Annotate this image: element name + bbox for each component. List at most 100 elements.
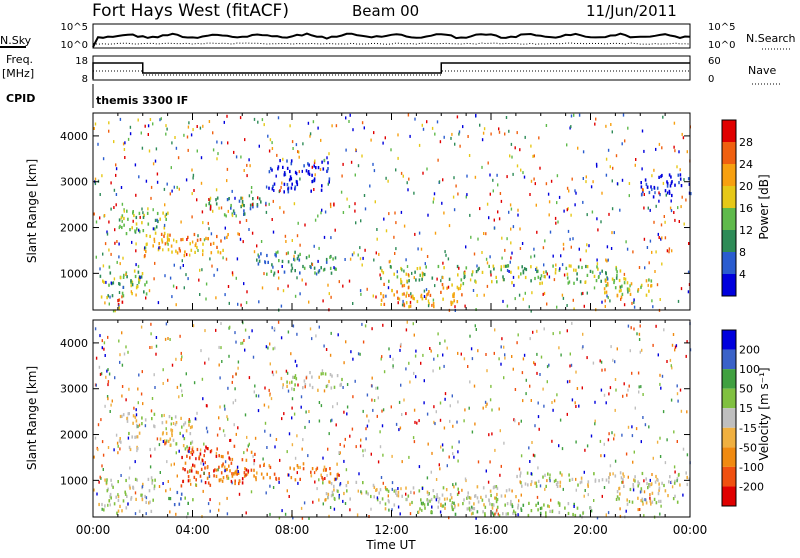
data-cell (649, 208, 651, 212)
data-cell (315, 334, 317, 338)
data-cell (458, 440, 460, 444)
data-cell (545, 514, 547, 518)
data-cell (120, 440, 122, 444)
data-cell (206, 404, 208, 408)
data-cell (472, 289, 475, 292)
data-cell (375, 386, 377, 390)
data-cell (115, 167, 118, 171)
data-cell (676, 479, 678, 483)
data-cell (108, 248, 110, 252)
data-cell (585, 249, 587, 253)
data-cell (328, 432, 330, 436)
data-cell (194, 417, 197, 421)
data-cell (415, 278, 417, 282)
data-cell (570, 264, 572, 268)
data-cell (427, 442, 429, 446)
data-cell (439, 418, 442, 422)
data-cell (421, 297, 424, 301)
data-cell (248, 194, 251, 198)
data-cell (131, 435, 133, 439)
data-cell (231, 189, 233, 193)
data-cell (190, 133, 193, 137)
data-cell (606, 294, 608, 298)
data-cell (362, 409, 364, 413)
data-cell (531, 291, 533, 295)
data-cell (540, 355, 543, 359)
data-cell (292, 324, 295, 328)
data-cell (273, 273, 275, 277)
data-cell (322, 477, 324, 481)
data-cell (225, 257, 228, 261)
data-cell (227, 386, 229, 390)
data-cell (113, 448, 115, 452)
data-cell (504, 132, 506, 136)
data-cell (380, 303, 382, 306)
data-cell (671, 249, 673, 253)
data-cell (224, 460, 227, 464)
data-cell (587, 484, 589, 488)
data-cell (572, 512, 574, 517)
data-cell (457, 487, 459, 491)
data-cell (675, 344, 678, 348)
data-cell (457, 503, 460, 507)
data-cell (549, 473, 551, 477)
data-cell (431, 303, 433, 307)
data-cell (144, 418, 147, 422)
noise-sky-line (92, 32, 691, 48)
data-cell (380, 292, 382, 296)
data-cell (127, 502, 129, 506)
data-cell (443, 211, 445, 215)
data-cell (445, 488, 448, 492)
data-cell (215, 474, 218, 478)
data-cell (605, 173, 608, 177)
data-cell (188, 423, 190, 427)
data-cell (309, 371, 311, 375)
data-cell (132, 421, 134, 425)
data-cell (127, 412, 130, 416)
data-cell (600, 360, 603, 364)
data-cell (481, 251, 483, 254)
data-cell (226, 467, 228, 472)
data-cell (268, 149, 271, 153)
data-cell (645, 279, 648, 283)
data-cell (556, 174, 559, 178)
data-cell (277, 270, 279, 274)
data-cell (536, 329, 538, 333)
data-cell (640, 193, 643, 197)
data-cell (288, 178, 291, 182)
data-cell (557, 481, 559, 485)
data-cell (158, 443, 161, 447)
data-cell (666, 191, 669, 195)
data-cell (147, 207, 149, 211)
data-cell (576, 272, 578, 276)
data-cell (106, 369, 108, 373)
data-cell (453, 501, 455, 505)
data-cell (590, 185, 593, 189)
data-cell (538, 136, 540, 140)
data-cell (546, 272, 548, 276)
data-cell (661, 173, 663, 178)
data-cell (426, 255, 429, 258)
data-cell (382, 481, 384, 485)
data-cell (260, 200, 262, 204)
data-cell (361, 322, 363, 326)
data-cell (115, 495, 117, 499)
data-cell (660, 223, 663, 227)
data-cell (556, 393, 558, 397)
data-cell (518, 422, 520, 426)
data-cell (666, 249, 669, 253)
data-cell (674, 479, 676, 483)
data-cell (297, 221, 299, 225)
data-cell (400, 277, 402, 281)
data-cell (179, 334, 181, 338)
data-cell (453, 292, 455, 296)
data-cell (153, 237, 156, 241)
data-cell (670, 364, 672, 368)
data-cell (568, 280, 571, 284)
data-cell (366, 424, 369, 428)
data-cell (430, 349, 432, 353)
data-cell (461, 488, 463, 492)
data-cell (277, 320, 280, 324)
data-cell (102, 453, 105, 457)
